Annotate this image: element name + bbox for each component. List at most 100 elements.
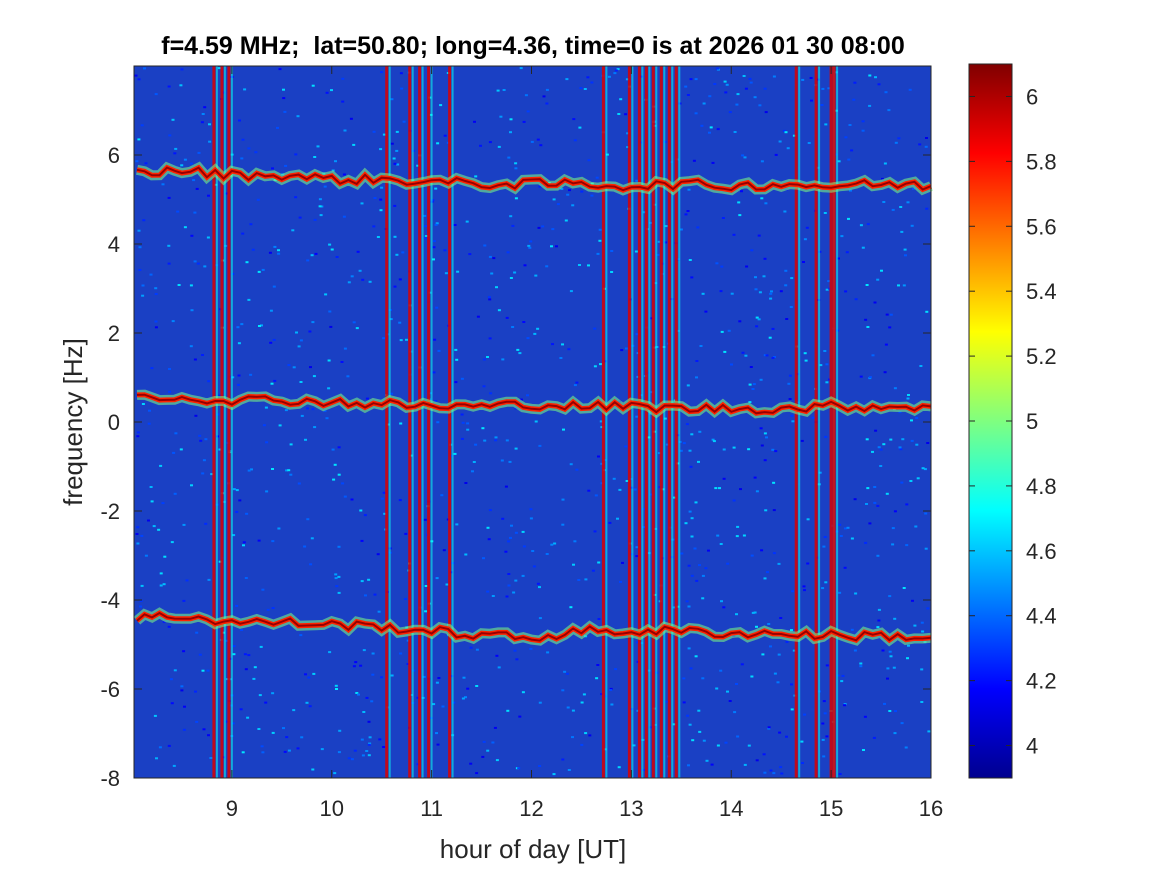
noise-speck — [913, 624, 917, 627]
noise-speck — [884, 91, 888, 94]
noise-speck — [690, 517, 694, 520]
noise-speck — [553, 542, 557, 545]
noise-speck — [823, 536, 827, 538]
noise-speck — [690, 574, 694, 577]
noise-speck — [639, 394, 643, 397]
noise-speck — [481, 755, 485, 758]
noise-speck — [865, 438, 869, 441]
noise-speck — [682, 677, 686, 680]
noise-speck — [443, 249, 447, 252]
noise-speck — [436, 421, 440, 424]
colorbar-tick-label: 5.2 — [1026, 344, 1057, 369]
noise-speck — [763, 771, 767, 774]
noise-speck — [738, 320, 742, 323]
x-tick-label: 14 — [719, 796, 743, 821]
noise-speck — [350, 275, 354, 278]
noise-speck — [736, 525, 740, 528]
noise-speck — [805, 226, 809, 229]
noise-speck — [511, 326, 515, 328]
noise-speck — [874, 76, 877, 79]
noise-speck — [334, 684, 338, 687]
x-tick-label: 12 — [519, 796, 543, 821]
noise-speck — [877, 446, 881, 449]
noise-speck — [232, 645, 236, 648]
noise-speck — [150, 367, 154, 370]
vertical-streak — [212, 66, 216, 778]
vertical-streak-halo — [663, 66, 666, 778]
noise-speck — [454, 381, 458, 384]
noise-speck — [806, 518, 810, 521]
noise-speck — [453, 452, 457, 455]
noise-speck — [515, 658, 519, 661]
noise-speck — [367, 720, 371, 723]
noise-speck — [679, 449, 683, 452]
colorbar-tick-label: 6 — [1026, 84, 1038, 109]
noise-speck — [790, 277, 794, 280]
noise-speck — [325, 91, 329, 94]
noise-speck — [607, 75, 611, 78]
noise-speck — [821, 722, 825, 725]
noise-speck — [927, 730, 931, 733]
noise-speck — [509, 131, 512, 134]
noise-speck — [859, 224, 863, 227]
noise-speck — [432, 246, 436, 249]
noise-speck — [881, 649, 885, 652]
noise-speck — [749, 366, 753, 368]
noise-speck — [242, 544, 245, 547]
noise-speck — [624, 445, 628, 448]
noise-speck — [268, 251, 272, 254]
noise-speck — [435, 681, 439, 684]
noise-speck — [416, 763, 420, 766]
noise-speck — [488, 141, 492, 144]
noise-speck — [195, 187, 199, 190]
noise-speck — [661, 488, 665, 491]
noise-speck — [906, 397, 910, 400]
noise-speck — [303, 545, 307, 548]
noise-speck — [343, 129, 347, 132]
noise-speck — [174, 432, 178, 435]
noise-speck — [723, 350, 727, 353]
noise-speck — [899, 448, 903, 451]
noise-speck — [304, 438, 307, 441]
noise-speck — [399, 422, 403, 425]
noise-speck — [278, 424, 282, 427]
noise-speck — [735, 103, 739, 106]
noise-speck — [434, 187, 438, 190]
noise-speck — [372, 225, 376, 228]
noise-speck — [910, 439, 914, 442]
noise-speck — [728, 111, 732, 114]
noise-speck — [469, 646, 473, 649]
noise-speck — [167, 744, 171, 747]
noise-speck — [849, 189, 852, 192]
noise-speck — [398, 278, 402, 281]
noise-speck — [367, 754, 371, 757]
noise-speck — [330, 248, 334, 251]
noise-speck — [828, 378, 831, 381]
noise-speck — [738, 214, 742, 217]
noise-speck — [171, 118, 175, 121]
noise-speck — [180, 685, 184, 688]
noise-speck — [686, 210, 690, 212]
noise-speck — [748, 77, 752, 80]
noise-speck — [311, 321, 315, 324]
noise-speck — [561, 523, 565, 526]
noise-speck — [362, 649, 366, 652]
trace-core — [136, 166, 932, 192]
noise-speck — [173, 492, 177, 495]
noise-speck — [593, 530, 597, 533]
noise-speck — [504, 550, 508, 553]
noise-speck — [182, 728, 186, 731]
noise-speck — [222, 91, 226, 94]
noise-speck — [462, 676, 466, 679]
noise-speck — [862, 749, 865, 751]
noise-speck — [915, 443, 919, 446]
noise-speck — [694, 112, 698, 115]
noise-speck — [256, 198, 260, 201]
noise-speck — [712, 440, 716, 443]
noise-speck — [329, 325, 333, 328]
vertical-streak — [448, 66, 452, 778]
noise-speck — [883, 702, 886, 705]
noise-speck — [669, 161, 673, 164]
noise-speck — [688, 510, 692, 513]
noise-speck — [495, 286, 498, 289]
